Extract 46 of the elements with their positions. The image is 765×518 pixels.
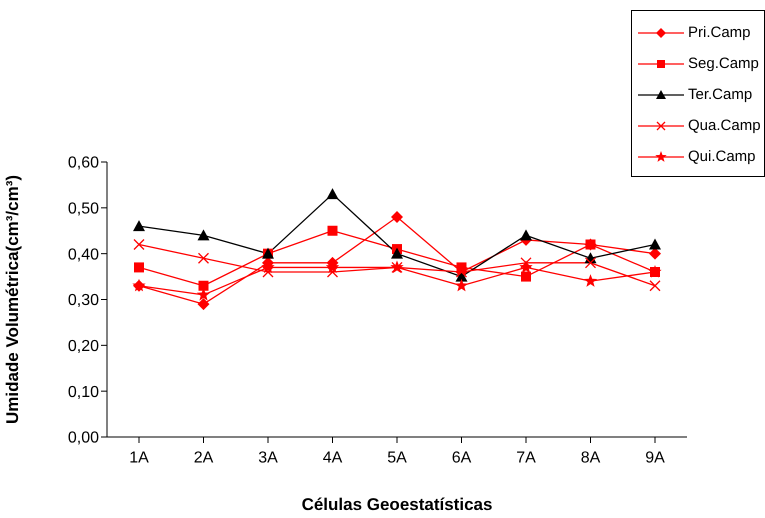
point bbox=[198, 298, 210, 310]
point bbox=[326, 188, 338, 200]
legend-label: Qua.Camp bbox=[688, 117, 761, 134]
x-tick-label: 5A bbox=[387, 449, 408, 466]
point bbox=[328, 226, 338, 236]
point bbox=[391, 211, 403, 223]
point bbox=[584, 274, 598, 287]
point bbox=[586, 240, 596, 250]
legend-label: Qui.Camp bbox=[688, 148, 756, 165]
point bbox=[519, 260, 533, 274]
point bbox=[198, 229, 210, 240]
x-tick-label: 1A bbox=[129, 449, 150, 466]
y-axis-title: Umidade Volumétrica(cm³/cm³) bbox=[3, 174, 22, 424]
x-tick-label: 6A bbox=[452, 449, 472, 466]
point bbox=[584, 257, 596, 268]
y-tick-label: 0,50 bbox=[68, 200, 100, 218]
y-tick-label: 0,10 bbox=[68, 384, 100, 401]
point bbox=[521, 272, 531, 282]
legend-label: Pri.Camp bbox=[688, 24, 751, 41]
x-tick-label: 4A bbox=[322, 449, 343, 466]
x-tick-label: 3A bbox=[258, 449, 278, 466]
y-tick-label: 0,40 bbox=[68, 246, 100, 264]
x-axis-title: Células Geoestatísticas bbox=[302, 495, 492, 514]
x-tick-label: 7A bbox=[516, 449, 536, 466]
point bbox=[262, 266, 274, 278]
x-tick-label: 9A bbox=[645, 449, 666, 466]
point bbox=[198, 252, 210, 264]
legend-label: Seg.Camp bbox=[688, 55, 759, 72]
point bbox=[198, 280, 208, 291]
x-tick-label: 2A bbox=[194, 449, 214, 466]
point bbox=[649, 238, 661, 250]
point bbox=[520, 257, 532, 268]
legend-label: Ter.Camp bbox=[688, 86, 752, 103]
point bbox=[454, 278, 468, 292]
point bbox=[326, 266, 338, 278]
point bbox=[649, 280, 661, 292]
y-tick-label: 0,30 bbox=[68, 292, 100, 310]
point bbox=[133, 220, 145, 232]
point bbox=[391, 248, 403, 259]
point bbox=[520, 229, 532, 240]
y-tick-label: 0,20 bbox=[68, 338, 100, 356]
y-tick-label: 0,00 bbox=[68, 430, 100, 447]
point bbox=[134, 262, 144, 272]
point bbox=[133, 238, 145, 250]
y-tick-label: 0,60 bbox=[68, 154, 100, 172]
x-tick-label: 8A bbox=[580, 449, 601, 466]
